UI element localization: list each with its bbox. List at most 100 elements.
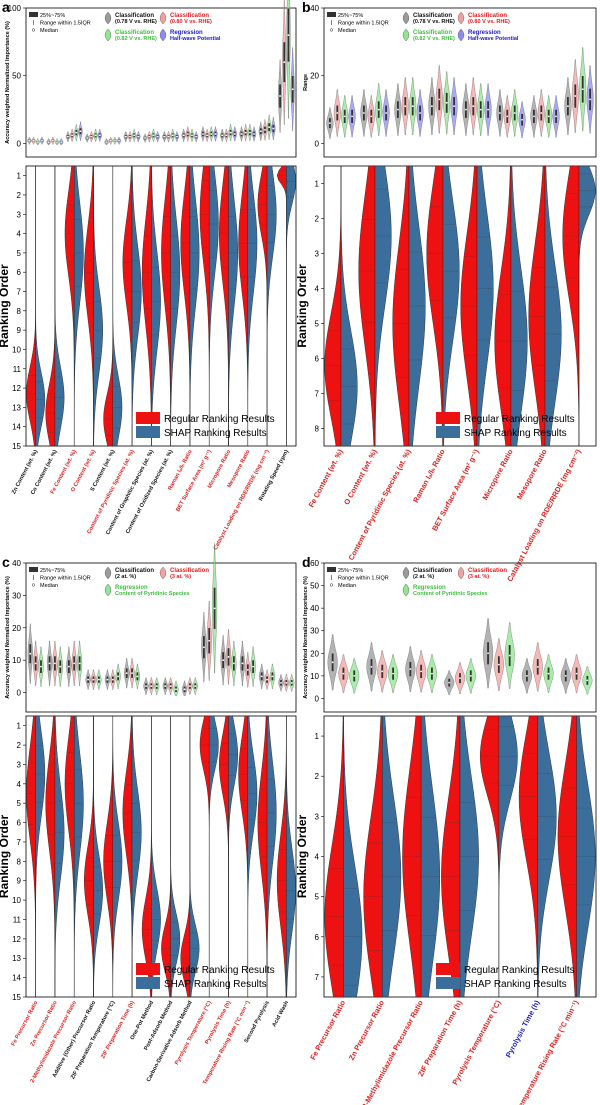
shap-violin-9 [209,165,219,447]
legend-series-swatch [402,566,410,580]
top-ytick-label: 20 [310,649,319,658]
legend-shap-label: SHAP Ranking Results [164,979,267,990]
importance-median-1-4-2 [479,108,482,111]
importance-median-2-4-1 [111,678,114,681]
legend-series-title: Regression [115,585,148,591]
regular-violin-1 [358,165,376,447]
importance-median-0-2-2 [75,131,78,134]
importance-median-0-1-0 [47,141,50,144]
importance-median-0-5-1 [129,135,131,138]
legend-box-swatch [29,567,38,572]
shap-violin-10 [228,715,238,997]
shap-violin-0 [35,715,46,998]
regular-violin-6 [141,715,152,998]
importance-median-3-6-1 [575,672,578,675]
bottom-plot-frame [25,715,297,998]
bottom-ytick-label: 2 [315,772,320,781]
importance-median-2-12-1 [266,678,268,681]
bottom-ytick-label: 7 [17,288,22,297]
legend-series-subtitle: (0.78 V vs. RHE) [115,19,157,25]
top-ytick-label: 0 [17,689,22,698]
bottom-legend: Regular Ranking Results SHAP Ranking Resu… [136,963,275,990]
importance-median-2-0-2 [40,665,42,668]
feature-label: ZIF Preparation Time (h) [416,998,464,1078]
bottom-ytick-label: 3 [315,812,320,821]
shap-violin-3 [442,165,460,447]
bottom-ytick-label: 5 [315,893,320,902]
importance-median-0-8-0 [182,134,185,137]
feature-label: Micropore Ratio [480,447,515,501]
top-ytick-label: 40 [12,559,21,568]
importance-median-0-1-2 [56,141,58,144]
regular-violin-7 [161,165,171,447]
shap-violin-12 [266,715,277,998]
importance-median-2-9-2 [213,607,216,610]
regular-violin-0 [26,715,36,998]
importance-median-0-11-3 [253,133,255,135]
top-ytick-label: 0 [315,139,320,148]
bottom-ytick-label: 5 [17,799,22,808]
importance-median-2-7-0 [164,685,167,687]
importance-median-0-4-2 [113,139,116,142]
importance-median-2-9-0 [202,646,205,649]
shap-violin-2 [420,715,440,998]
bottom-ytick-label: 8 [315,425,320,434]
shap-violin-4 [112,715,123,998]
bottom-ytick-label: 6 [17,819,22,828]
legend-series-title: Classification [468,568,507,574]
importance-median-0-12-1 [264,129,266,131]
bottom-ytick-label: 14 [12,974,21,983]
importance-median-2-13-1 [285,681,288,684]
importance-median-2-9-1 [208,639,211,642]
legend-shap-swatch [136,977,160,989]
legend-box-label: 25%~75% [40,568,65,574]
importance-median-1-2-0 [397,108,399,111]
legend-median-swatch [329,583,334,587]
legend-series-title: Regression [413,585,446,591]
importance-median-0-12-2 [268,126,271,129]
importance-median-0-6-3 [156,135,159,138]
shap-violin-8 [189,165,200,447]
importance-median-0-3-3 [98,134,101,137]
shap-violin-1 [54,715,65,998]
importance-median-1-3-0 [431,105,433,108]
legend-series-swatch [159,11,167,25]
importance-median-3-0-0 [331,661,334,664]
regular-violin-2 [64,165,75,447]
bottom-ytick-label: 4 [315,853,320,862]
legend-series-subtitle: (3 at. %) [468,574,489,580]
importance-median-2-13-2 [290,681,293,684]
shap-violin-5 [131,165,142,447]
panel-d: d 0 10 20 30 40 50 60 Accuracy weighted Normaliz… [295,554,597,1105]
importance-median-3-0-2 [353,674,356,677]
importance-median-0-13-2 [287,34,290,36]
importance-median-0-8-2 [191,134,193,137]
importance-median-0-0-2 [36,141,39,144]
importance-median-2-6-0 [145,685,147,687]
importance-median-0-13-0 [279,95,281,97]
legend-series-subtitle: Content of Pyridinic Species [413,591,488,597]
legend-shap-swatch [436,977,460,989]
bottom-ytick-label: 7 [315,390,320,399]
importance-median-2-6-1 [150,685,153,687]
shap-violin-0 [343,715,363,998]
shap-violin-5 [131,715,142,998]
importance-median-0-4-1 [109,139,112,142]
importance-median-0-10-1 [225,134,228,137]
importance-median-3-2-1 [420,670,423,673]
top-plot-frame [323,562,597,713]
regular-violin-1 [45,165,56,447]
importance-median-2-2-2 [78,662,81,665]
legend-series-title: Classification [468,13,507,19]
importance-median-0-7-3 [176,135,178,138]
importance-median-3-4-1 [497,663,500,666]
shap-violin-7 [578,165,596,446]
bottom-ytick-label: 6 [17,268,22,277]
bottom-ytick-label: 7 [315,973,320,982]
importance-median-1-5-0 [499,112,501,114]
importance-median-1-1-1 [370,115,373,118]
regular-violin-0 [324,165,342,447]
feature-label: BET Surface Area (m² g⁻¹) [174,449,213,513]
